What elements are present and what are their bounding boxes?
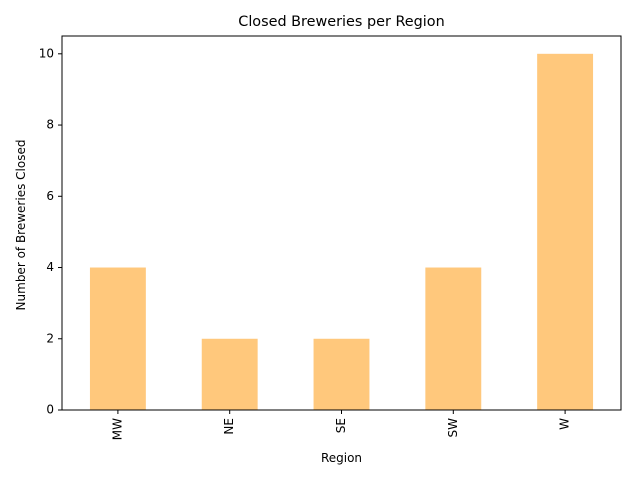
y-tick-label: 4	[46, 260, 54, 274]
y-axis-ticks: 0 2 4 6 8 10	[39, 46, 62, 417]
x-axis-ticks: MW NE SE SW W	[110, 410, 572, 440]
bar-ne	[201, 338, 258, 410]
plot-frame	[61, 35, 622, 411]
bar-w	[537, 53, 594, 411]
x-tick-label: W	[558, 418, 572, 430]
y-tick-label: 8	[46, 118, 54, 132]
bar-sw	[425, 267, 482, 410]
y-tick-label: 6	[46, 189, 54, 203]
x-tick-label: SW	[446, 418, 460, 438]
bar-mw	[89, 267, 146, 410]
bar-se	[313, 338, 370, 410]
x-tick-label: MW	[110, 418, 124, 440]
x-axis-label: Region	[321, 451, 362, 465]
y-axis-label: Number of Breweries Closed	[14, 140, 28, 311]
bars-group	[89, 53, 594, 411]
y-tick-label: 0	[46, 403, 54, 417]
x-tick-label: SE	[334, 418, 348, 433]
chart-title: Closed Breweries per Region	[238, 14, 444, 30]
y-tick-label: 2	[46, 331, 54, 345]
y-tick-label: 10	[39, 46, 54, 60]
axes-frame	[61, 35, 622, 411]
x-tick-label: NE	[222, 418, 236, 435]
